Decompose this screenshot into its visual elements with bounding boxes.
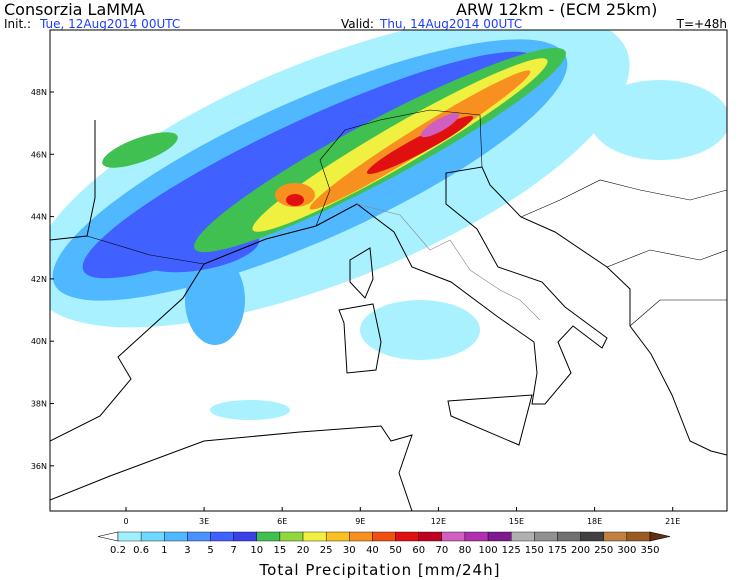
colorbar-swatch xyxy=(164,531,188,542)
colorbar-max-end xyxy=(649,531,671,542)
colorbar-swatch xyxy=(279,531,304,542)
colorbar-level: 7 xyxy=(230,545,236,556)
lead-time: T=+48h xyxy=(676,17,727,31)
valid-label: Valid: xyxy=(341,17,374,31)
colorbar-title: Total Precipitation [mm/24h] xyxy=(259,561,501,579)
lat-label: 38N xyxy=(31,400,47,409)
colorbar-level: 125 xyxy=(502,545,521,556)
colorbar-level: 100 xyxy=(479,545,498,556)
map-frame xyxy=(49,29,728,512)
colorbar-swatch xyxy=(117,531,142,542)
colorbar-swatch xyxy=(302,531,327,542)
colorbar-swatch xyxy=(210,531,234,542)
colorbar-level: 40 xyxy=(366,545,379,556)
lon-label: 12E xyxy=(431,517,446,526)
colorbar-level: 5 xyxy=(207,545,213,556)
colorbar-swatch xyxy=(418,531,443,542)
colorbar-swatch xyxy=(233,531,257,542)
colorbar-level: 70 xyxy=(435,545,448,556)
colorbar-swatch xyxy=(487,531,512,542)
colorbar-swatch xyxy=(187,531,211,542)
colorbar-level: 20 xyxy=(297,545,310,556)
valid-time: Thu, 14Aug2014 00UTC xyxy=(379,17,522,31)
colorbar-swatch xyxy=(580,531,604,542)
colorbar-level: 0.2 xyxy=(110,545,126,556)
colorbar-swatch xyxy=(256,531,281,542)
lon-label: 9E xyxy=(355,517,365,526)
lat-label: 42N xyxy=(31,275,47,284)
colorbar-swatch xyxy=(441,531,466,542)
colorbar-level: 0.6 xyxy=(133,545,149,556)
init-time: Tue, 12Aug2014 00UTC xyxy=(39,17,180,31)
colorbar-swatch xyxy=(557,531,581,542)
colorbar-min-end xyxy=(97,531,119,542)
colorbar-level: 150 xyxy=(525,545,544,556)
title: Consorzia LaMMA xyxy=(4,0,145,19)
colorbar-swatch xyxy=(626,531,651,542)
init-label: Init.: xyxy=(4,17,31,31)
colorbar-level: 10 xyxy=(250,545,263,556)
colorbar-swatch xyxy=(464,531,489,542)
lat-label: 48N xyxy=(31,88,47,97)
model: ARW 12km - (ECM 25km) xyxy=(456,0,657,19)
colorbar-swatch xyxy=(511,531,535,542)
colorbar-level: 200 xyxy=(571,545,590,556)
colorbar-level: 15 xyxy=(274,545,287,556)
colorbar-level: 30 xyxy=(343,545,356,556)
lon-label: 3E xyxy=(199,517,209,526)
lat-label: 40N xyxy=(31,337,47,346)
lon-label: 18E xyxy=(587,517,602,526)
lat-label: 44N xyxy=(31,213,47,222)
colorbar-swatch xyxy=(534,531,558,542)
colorbar-swatch xyxy=(140,531,165,542)
colorbar-swatch xyxy=(325,531,350,542)
lat-label: 46N xyxy=(31,150,47,159)
colorbar-level: 3 xyxy=(184,545,190,556)
map xyxy=(50,30,727,511)
lat-label: 36N xyxy=(31,462,47,471)
colorbar-level: 80 xyxy=(459,545,472,556)
lon-label: 21E xyxy=(665,517,680,526)
colorbar-swatch xyxy=(603,531,628,542)
colorbar-swatch xyxy=(349,531,373,542)
colorbar-level: 250 xyxy=(594,545,613,556)
lon-label: 6E xyxy=(277,517,287,526)
colorbar-level: 1 xyxy=(161,545,167,556)
colorbar-level: 350 xyxy=(640,545,659,556)
colorbar-level: 175 xyxy=(548,545,567,556)
colorbar-swatch xyxy=(395,531,419,542)
colorbar-level: 60 xyxy=(412,545,425,556)
colorbar-level: 25 xyxy=(320,545,333,556)
lon-label: 0 xyxy=(123,517,128,526)
colorbar-level: 300 xyxy=(617,545,636,556)
lon-label: 15E xyxy=(509,517,524,526)
colorbar-swatch xyxy=(372,531,396,542)
colorbar-level: 50 xyxy=(389,545,402,556)
